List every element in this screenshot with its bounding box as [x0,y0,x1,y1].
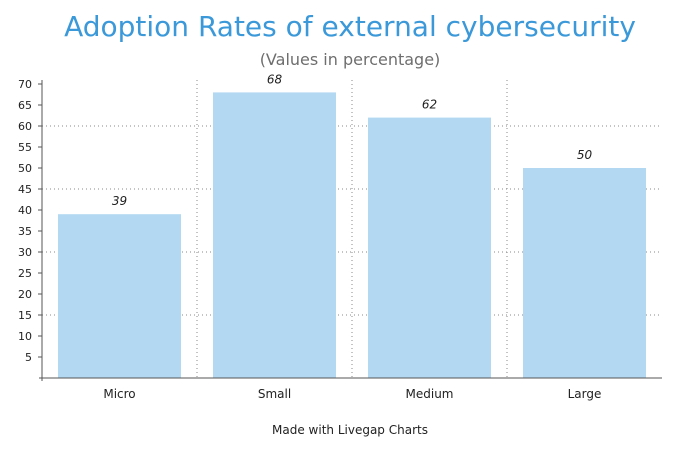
labels-layer: 5 10 15 20 25 30 35 40 45 50 55 60 65 70 Micro 39 Small 6… [18,72,601,401]
y-tick-label: 65 [18,99,32,112]
y-tick-label: 45 [18,183,32,196]
data-label: 68 [267,72,283,86]
y-tick-label: 35 [18,225,32,238]
bars-layer [58,92,646,379]
y-tick-label: 50 [18,162,32,175]
bar-micro[interactable] [58,214,181,378]
y-tick-label: 20 [18,288,32,301]
bar-medium[interactable] [368,117,491,378]
data-label: 62 [422,98,437,112]
y-tick-label: 25 [18,267,32,280]
y-tick-label: 15 [18,309,32,322]
data-label: 50 [577,148,593,162]
y-tick-label: 30 [18,246,32,259]
bar-small[interactable] [213,92,336,379]
bar-large[interactable] [523,168,646,378]
axes-layer [38,80,662,381]
y-tick-label: 40 [18,204,32,217]
y-tick-label: 70 [18,78,32,91]
x-tick-label: Micro [103,387,135,401]
y-tick-label: 5 [25,351,32,364]
x-tick-label: Small [258,387,291,401]
y-tick-label: 55 [18,141,32,154]
footer-credit: Made with Livegap Charts [272,423,428,437]
x-tick-label: Medium [406,387,454,401]
chart-subtitle: (Values in percentage) [259,50,441,69]
x-tick-label: Large [568,387,602,401]
chart-title: Adoption Rates of external cybersecurity [64,10,636,43]
y-tick-label: 60 [18,120,32,133]
y-tick-label: 10 [18,330,32,343]
data-label: 39 [112,194,127,208]
